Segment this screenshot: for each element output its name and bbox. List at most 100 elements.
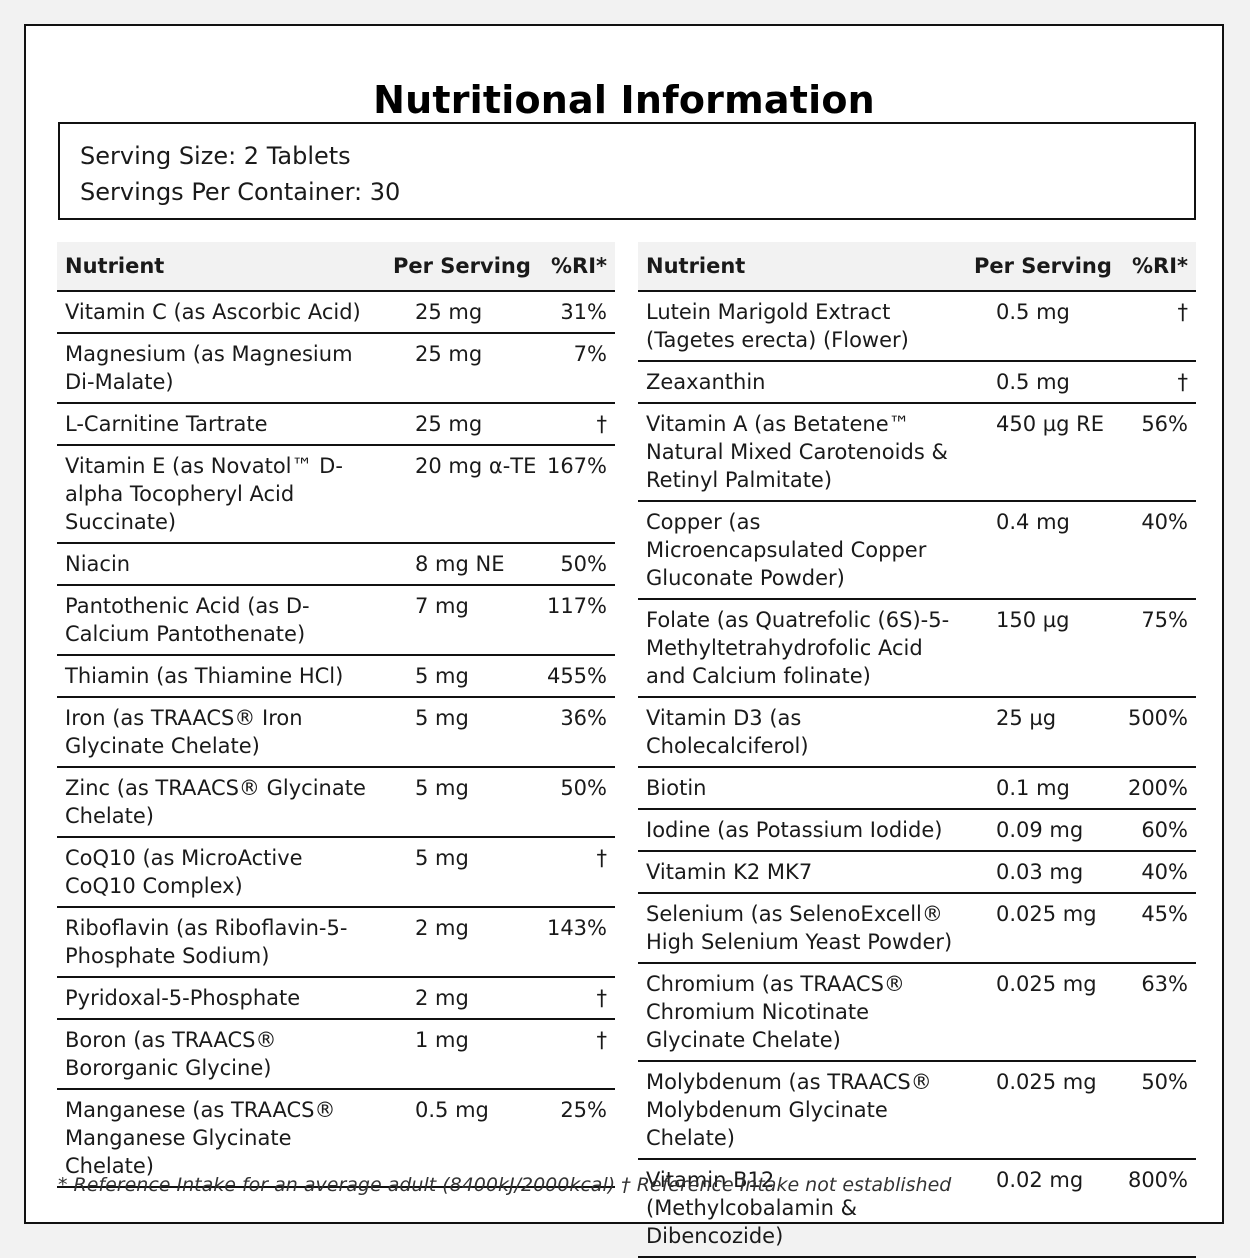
nutrient-ri: 75% xyxy=(1106,599,1196,698)
table-row: Molybdenum (as TRAACS® Molybdenum Glycin… xyxy=(638,1061,1196,1160)
nutrient-ri: 500% xyxy=(1106,697,1196,768)
nutrient-amount: 25 µg xyxy=(966,697,1106,768)
nutrient-ri: 56% xyxy=(1106,403,1196,502)
nutrient-name: Vitamin K2 MK7 xyxy=(638,851,966,894)
nutrient-name: Vitamin D3 (as Cholecalciferol) xyxy=(638,697,966,768)
table-row: Vitamin A (as Betatene™ Natural Mixed Ca… xyxy=(638,403,1196,502)
nutrient-amount: 0.1 mg xyxy=(966,767,1106,810)
nutrient-amount: 25 mg xyxy=(385,403,525,446)
table-row: Vitamin E (as Novatol™ D-alpha Tocophery… xyxy=(57,445,615,544)
nutrient-name: Iodine (as Potassium Iodide) xyxy=(638,809,966,852)
nutrient-amount: 5 mg xyxy=(385,767,525,838)
nutrient-ri: 40% xyxy=(1106,501,1196,600)
nutrient-name: Molybdenum (as TRAACS® Molybdenum Glycin… xyxy=(638,1061,966,1160)
nutrition-panel: Nutritional Information Serving Size: 2 … xyxy=(24,24,1224,1258)
nutrient-name: Zeaxanthin xyxy=(638,361,966,404)
table-row: Iron (as TRAACS® Iron Glycinate Chelate)… xyxy=(57,697,615,768)
table-row: Vitamin K2 MK7 0.03 mg 40% xyxy=(638,851,1196,894)
nutrient-ri: 25% xyxy=(525,1089,615,1188)
nutrient-amount: 2 mg xyxy=(385,977,525,1020)
nutrient-name: Vitamin C (as Ascorbic Acid) xyxy=(57,291,385,334)
nutrient-name: Vitamin E (as Novatol™ D-alpha Tocophery… xyxy=(57,445,385,544)
nutrient-ri: † xyxy=(1106,361,1196,404)
nutrient-name: Biotin xyxy=(638,767,966,810)
nutrient-amount: 0.025 mg xyxy=(966,893,1106,964)
nutrient-name: Vitamin A (as Betatene™ Natural Mixed Ca… xyxy=(638,403,966,502)
nutrient-name: Selenium (as SelenoExcell® High Selenium… xyxy=(638,893,966,964)
nutrient-name: Riboflavin (as Riboflavin-5-Phosphate So… xyxy=(57,907,385,978)
nutrient-ri: † xyxy=(525,403,615,446)
nutrient-amount: 0.02 mg xyxy=(966,1159,1106,1258)
table-row: Vitamin C (as Ascorbic Acid) 25 mg 31% xyxy=(57,291,615,334)
nutrient-ri: 45% xyxy=(1106,893,1196,964)
nutrient-amount: 1 mg xyxy=(385,1019,525,1090)
nutrient-amount: 7 mg xyxy=(385,585,525,656)
nutrient-ri: 7% xyxy=(525,333,615,404)
table-row: Iodine (as Potassium Iodide) 0.09 mg 60% xyxy=(638,809,1196,852)
table-row: Vitamin D3 (as Cholecalciferol) 25 µg 500% xyxy=(638,697,1196,768)
table-row: Folate (as Quatrefolic (6S)-5-Methyltetr… xyxy=(638,599,1196,698)
nutrient-amount: 0.025 mg xyxy=(966,963,1106,1062)
nutrient-name: Pyridoxal-5-Phosphate xyxy=(57,977,385,1020)
nutrient-name: Folate (as Quatrefolic (6S)-5-Methyltetr… xyxy=(638,599,966,698)
table-row: Lutein Marigold Extract (Tagetes erecta)… xyxy=(638,291,1196,362)
header-ri: %RI* xyxy=(1106,242,1196,292)
table-row: Zinc (as TRAACS® Glycinate Chelate) 5 mg 5… xyxy=(57,767,615,838)
table-header-row: Nutrient Per Serving %RI* xyxy=(638,242,1196,292)
nutrient-amount: 450 µg RE xyxy=(966,403,1106,502)
nutrient-amount: 0.03 mg xyxy=(966,851,1106,894)
page-title: Nutritional Information xyxy=(373,78,875,122)
nutrient-amount: 0.09 mg xyxy=(966,809,1106,852)
nutrient-ri: 40% xyxy=(1106,851,1196,894)
nutrient-amount: 2 mg xyxy=(385,907,525,978)
nutrient-amount: 0.5 mg xyxy=(385,1089,525,1188)
nutrient-name: CoQ10 (as MicroActive CoQ10 Complex) xyxy=(57,837,385,908)
header-ri: %RI* xyxy=(525,242,615,292)
servings-per-container: Servings Per Container: 30 xyxy=(80,178,401,206)
table-row: CoQ10 (as MicroActive CoQ10 Complex) 5 mg… xyxy=(57,837,615,908)
table-row: Thiamin (as Thiamine HCl) 5 mg 455% xyxy=(57,655,615,698)
table-row: Manganese (as TRAACS® Manganese Glycinat… xyxy=(57,1089,615,1188)
nutrient-name: Thiamin (as Thiamine HCl) xyxy=(57,655,385,698)
nutrient-amount: 25 mg xyxy=(385,291,525,334)
nutrient-name: Lutein Marigold Extract (Tagetes erecta)… xyxy=(638,291,966,362)
nutrient-amount: 0.5 mg xyxy=(966,291,1106,362)
nutrient-name: Copper (as Microencapsulated Copper Gluc… xyxy=(638,501,966,600)
nutrient-name: L-Carnitine Tartrate xyxy=(57,403,385,446)
header-per-serving: Per Serving xyxy=(385,242,531,292)
nutrient-ri: 60% xyxy=(1106,809,1196,852)
nutrient-ri: 31% xyxy=(525,291,615,334)
nutrient-amount: 25 mg xyxy=(385,333,525,404)
nutrient-ri: † xyxy=(525,1019,615,1090)
table-row: Biotin 0.1 mg 200% xyxy=(638,767,1196,810)
table-row: Magnesium (as Magnesium Di-Malate) 25 mg 7… xyxy=(57,333,615,404)
table-row: Riboflavin (as Riboflavin-5-Phosphate So… xyxy=(57,907,615,978)
table-row: Pantothenic Acid (as D-Calcium Pantothen… xyxy=(57,585,615,656)
nutrient-table-left: Nutrient Per Serving %RI* Vitamin C (as … xyxy=(57,242,615,1188)
nutrient-ri: 200% xyxy=(1106,767,1196,810)
nutrient-ri: † xyxy=(525,837,615,908)
nutrient-ri: 800% xyxy=(1106,1159,1196,1258)
nutrient-amount: 8 mg NE xyxy=(385,543,525,586)
nutrient-ri: 455% xyxy=(525,655,615,698)
nutrient-ri: 36% xyxy=(525,697,615,768)
nutrient-name: Chromium (as TRAACS® Chromium Nicotinate… xyxy=(638,963,966,1062)
nutrient-ri: 143% xyxy=(525,907,615,978)
nutrient-amount: 0.025 mg xyxy=(966,1061,1106,1160)
header-nutrient: Nutrient xyxy=(57,242,385,292)
nutrient-amount: 20 mg α-TE xyxy=(385,445,536,544)
nutrient-ri: 167% xyxy=(525,445,615,544)
table-row: Zeaxanthin 0.5 mg † xyxy=(638,361,1196,404)
nutrient-name: Manganese (as TRAACS® Manganese Glycinat… xyxy=(57,1089,385,1188)
nutrient-amount: 5 mg xyxy=(385,837,525,908)
nutrient-ri: † xyxy=(1106,291,1196,362)
table-row: Boron (as TRAACS® Bororganic Glycine) 1 m… xyxy=(57,1019,615,1090)
nutrient-amount: 150 µg xyxy=(966,599,1106,698)
nutrient-amount: 5 mg xyxy=(385,655,525,698)
table-row: Pyridoxal-5-Phosphate 2 mg † xyxy=(57,977,615,1020)
nutrient-name: Zinc (as TRAACS® Glycinate Chelate) xyxy=(57,767,385,838)
table-row: Niacin 8 mg NE 50% xyxy=(57,543,615,586)
nutrient-table-right: Nutrient Per Serving %RI* Lutein Marigol… xyxy=(638,242,1196,1258)
nutrient-amount: 0.5 mg xyxy=(966,361,1106,404)
nutrient-name: Vitamin B12 (Methylcobalamin & Dibencozi… xyxy=(638,1159,966,1258)
